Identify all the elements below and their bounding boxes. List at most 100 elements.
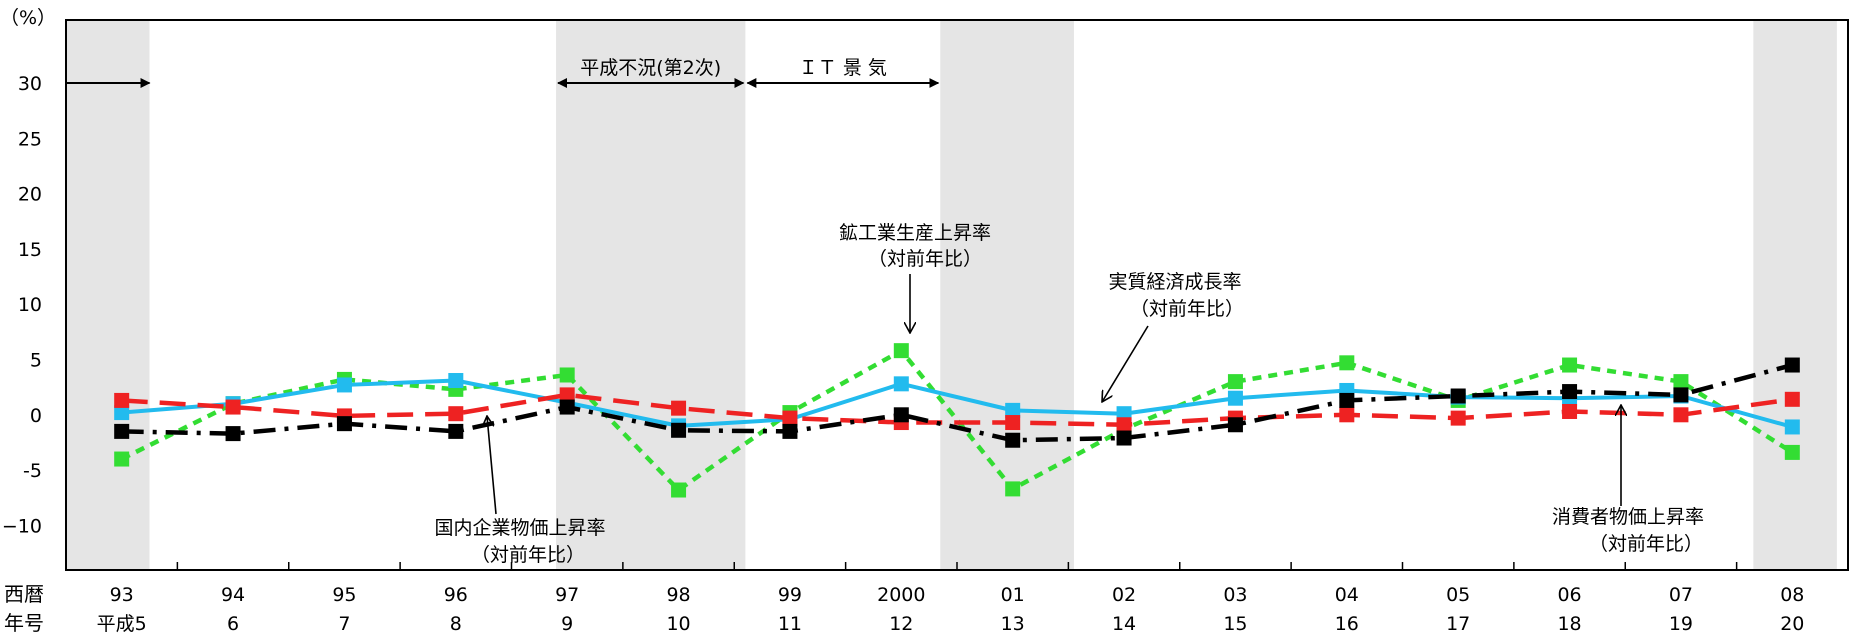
x-tick-label-western: 99 bbox=[778, 584, 802, 606]
x-tick-label-western: 04 bbox=[1335, 584, 1359, 606]
series-line bbox=[121, 362, 1793, 443]
data-point bbox=[782, 423, 798, 439]
x-tick-label-era: 15 bbox=[1223, 613, 1247, 635]
data-point bbox=[671, 422, 687, 438]
x-tick-label-era: 7 bbox=[338, 613, 350, 635]
x-tick-label-era: 17 bbox=[1446, 613, 1470, 635]
data-point bbox=[1784, 444, 1800, 460]
x-tick-label-western: 98 bbox=[666, 584, 690, 606]
data-point bbox=[1339, 355, 1355, 371]
data-point bbox=[448, 373, 464, 389]
x-tick-label-western: 2000 bbox=[877, 584, 925, 606]
data-point bbox=[1673, 407, 1689, 423]
y-tick-label: 5 bbox=[30, 350, 42, 372]
y-tick-label: 20 bbox=[18, 184, 42, 206]
data-point bbox=[1116, 417, 1132, 433]
y-tick-label: 25 bbox=[18, 128, 42, 150]
data-point bbox=[114, 392, 130, 408]
x-tick-label-era: 13 bbox=[1001, 613, 1025, 635]
data-point bbox=[448, 423, 464, 439]
data-point bbox=[671, 482, 687, 498]
data-point bbox=[1005, 415, 1021, 431]
series-line bbox=[121, 378, 1793, 429]
x-tick-label-era: 10 bbox=[666, 613, 690, 635]
x-tick-label-era: 12 bbox=[889, 613, 913, 635]
data-point bbox=[1227, 417, 1243, 433]
data-point bbox=[1450, 410, 1466, 426]
x-tick-label-era: 6 bbox=[227, 613, 239, 635]
x-row-label-western: 西暦 bbox=[4, 582, 44, 606]
annotation-cpi-sub: （対前年比） bbox=[1589, 533, 1703, 555]
x-tick-label-era: 11 bbox=[778, 613, 802, 635]
data-point bbox=[114, 423, 130, 439]
period-label: ＩＴ 景 気 bbox=[799, 57, 887, 79]
annotation-mining-sub: （対前年比） bbox=[868, 248, 982, 270]
y-unit-label: （%） bbox=[0, 7, 56, 29]
data-point bbox=[1784, 357, 1800, 373]
x-tick-label-era: 14 bbox=[1112, 613, 1136, 635]
x-tick-label-era: 20 bbox=[1780, 613, 1804, 635]
data-point bbox=[336, 416, 352, 432]
data-point bbox=[448, 406, 464, 422]
x-tick-label-era: 19 bbox=[1669, 613, 1693, 635]
x-tick-label-era: 9 bbox=[561, 613, 573, 635]
x-tick-label-western: 02 bbox=[1112, 584, 1136, 606]
series-4 bbox=[114, 357, 1800, 448]
period-label: 平成不況(第2次) bbox=[580, 57, 721, 79]
annotation-gdp-label: 実質経済成長率 bbox=[1108, 271, 1241, 293]
annotation-gdp-sub: （対前年比） bbox=[1130, 298, 1244, 320]
x-tick-label-western: 05 bbox=[1446, 584, 1470, 606]
y-tick-label: 10 bbox=[18, 294, 42, 316]
data-point bbox=[1339, 392, 1355, 408]
data-point bbox=[336, 377, 352, 393]
x-tick-label-western: 06 bbox=[1557, 584, 1581, 606]
series-line bbox=[121, 392, 1793, 428]
x-row-label-era: 年号 bbox=[4, 611, 44, 635]
x-tick-label-western: 03 bbox=[1223, 584, 1247, 606]
annotation-wpi-sub: （対前年比） bbox=[471, 544, 585, 566]
data-point bbox=[1005, 432, 1021, 448]
annotation-mining-label: 鉱工業生産上昇率 bbox=[839, 222, 991, 244]
data-point bbox=[1227, 390, 1243, 406]
recession-band bbox=[940, 20, 1074, 570]
data-point bbox=[1005, 402, 1021, 418]
data-point bbox=[114, 405, 130, 421]
x-tick-label-western: 95 bbox=[332, 584, 356, 606]
data-point bbox=[1227, 374, 1243, 390]
annotation-wpi-label: 国内企業物価上昇率 bbox=[434, 517, 605, 539]
y-tick-label: 30 bbox=[18, 73, 42, 95]
data-point bbox=[114, 451, 130, 467]
data-point bbox=[1562, 384, 1578, 400]
data-point bbox=[1562, 403, 1578, 419]
x-tick-label-era: 18 bbox=[1557, 613, 1581, 635]
recession-band bbox=[556, 20, 746, 570]
data-point bbox=[1116, 430, 1132, 446]
data-point bbox=[225, 399, 241, 415]
data-point bbox=[1005, 481, 1021, 497]
y-tick-label: 15 bbox=[18, 239, 42, 261]
data-point bbox=[559, 387, 575, 403]
data-point bbox=[782, 410, 798, 426]
x-tick-label-western: 97 bbox=[555, 584, 579, 606]
data-point bbox=[225, 426, 241, 442]
data-point bbox=[893, 376, 909, 392]
data-point bbox=[1784, 391, 1800, 407]
x-tick-label-era: 16 bbox=[1335, 613, 1359, 635]
data-point bbox=[1673, 374, 1689, 390]
x-tick-label-era: 8 bbox=[450, 613, 462, 635]
annotation-arrow bbox=[1102, 325, 1149, 402]
x-tick-label-western: 07 bbox=[1669, 584, 1693, 606]
recession-band bbox=[66, 20, 150, 570]
data-point bbox=[1784, 419, 1800, 435]
data-point bbox=[1562, 357, 1578, 373]
x-tick-label-western: 96 bbox=[444, 584, 468, 606]
annotation-arrow bbox=[487, 416, 497, 515]
y-tick-label: 0 bbox=[30, 405, 42, 427]
x-tick-label-western: 93 bbox=[110, 584, 134, 606]
data-point bbox=[559, 367, 575, 383]
recession-band bbox=[1753, 20, 1837, 570]
data-point bbox=[671, 400, 687, 416]
y-tick-label: -5 bbox=[23, 460, 42, 482]
x-tick-label-western: 94 bbox=[221, 584, 245, 606]
